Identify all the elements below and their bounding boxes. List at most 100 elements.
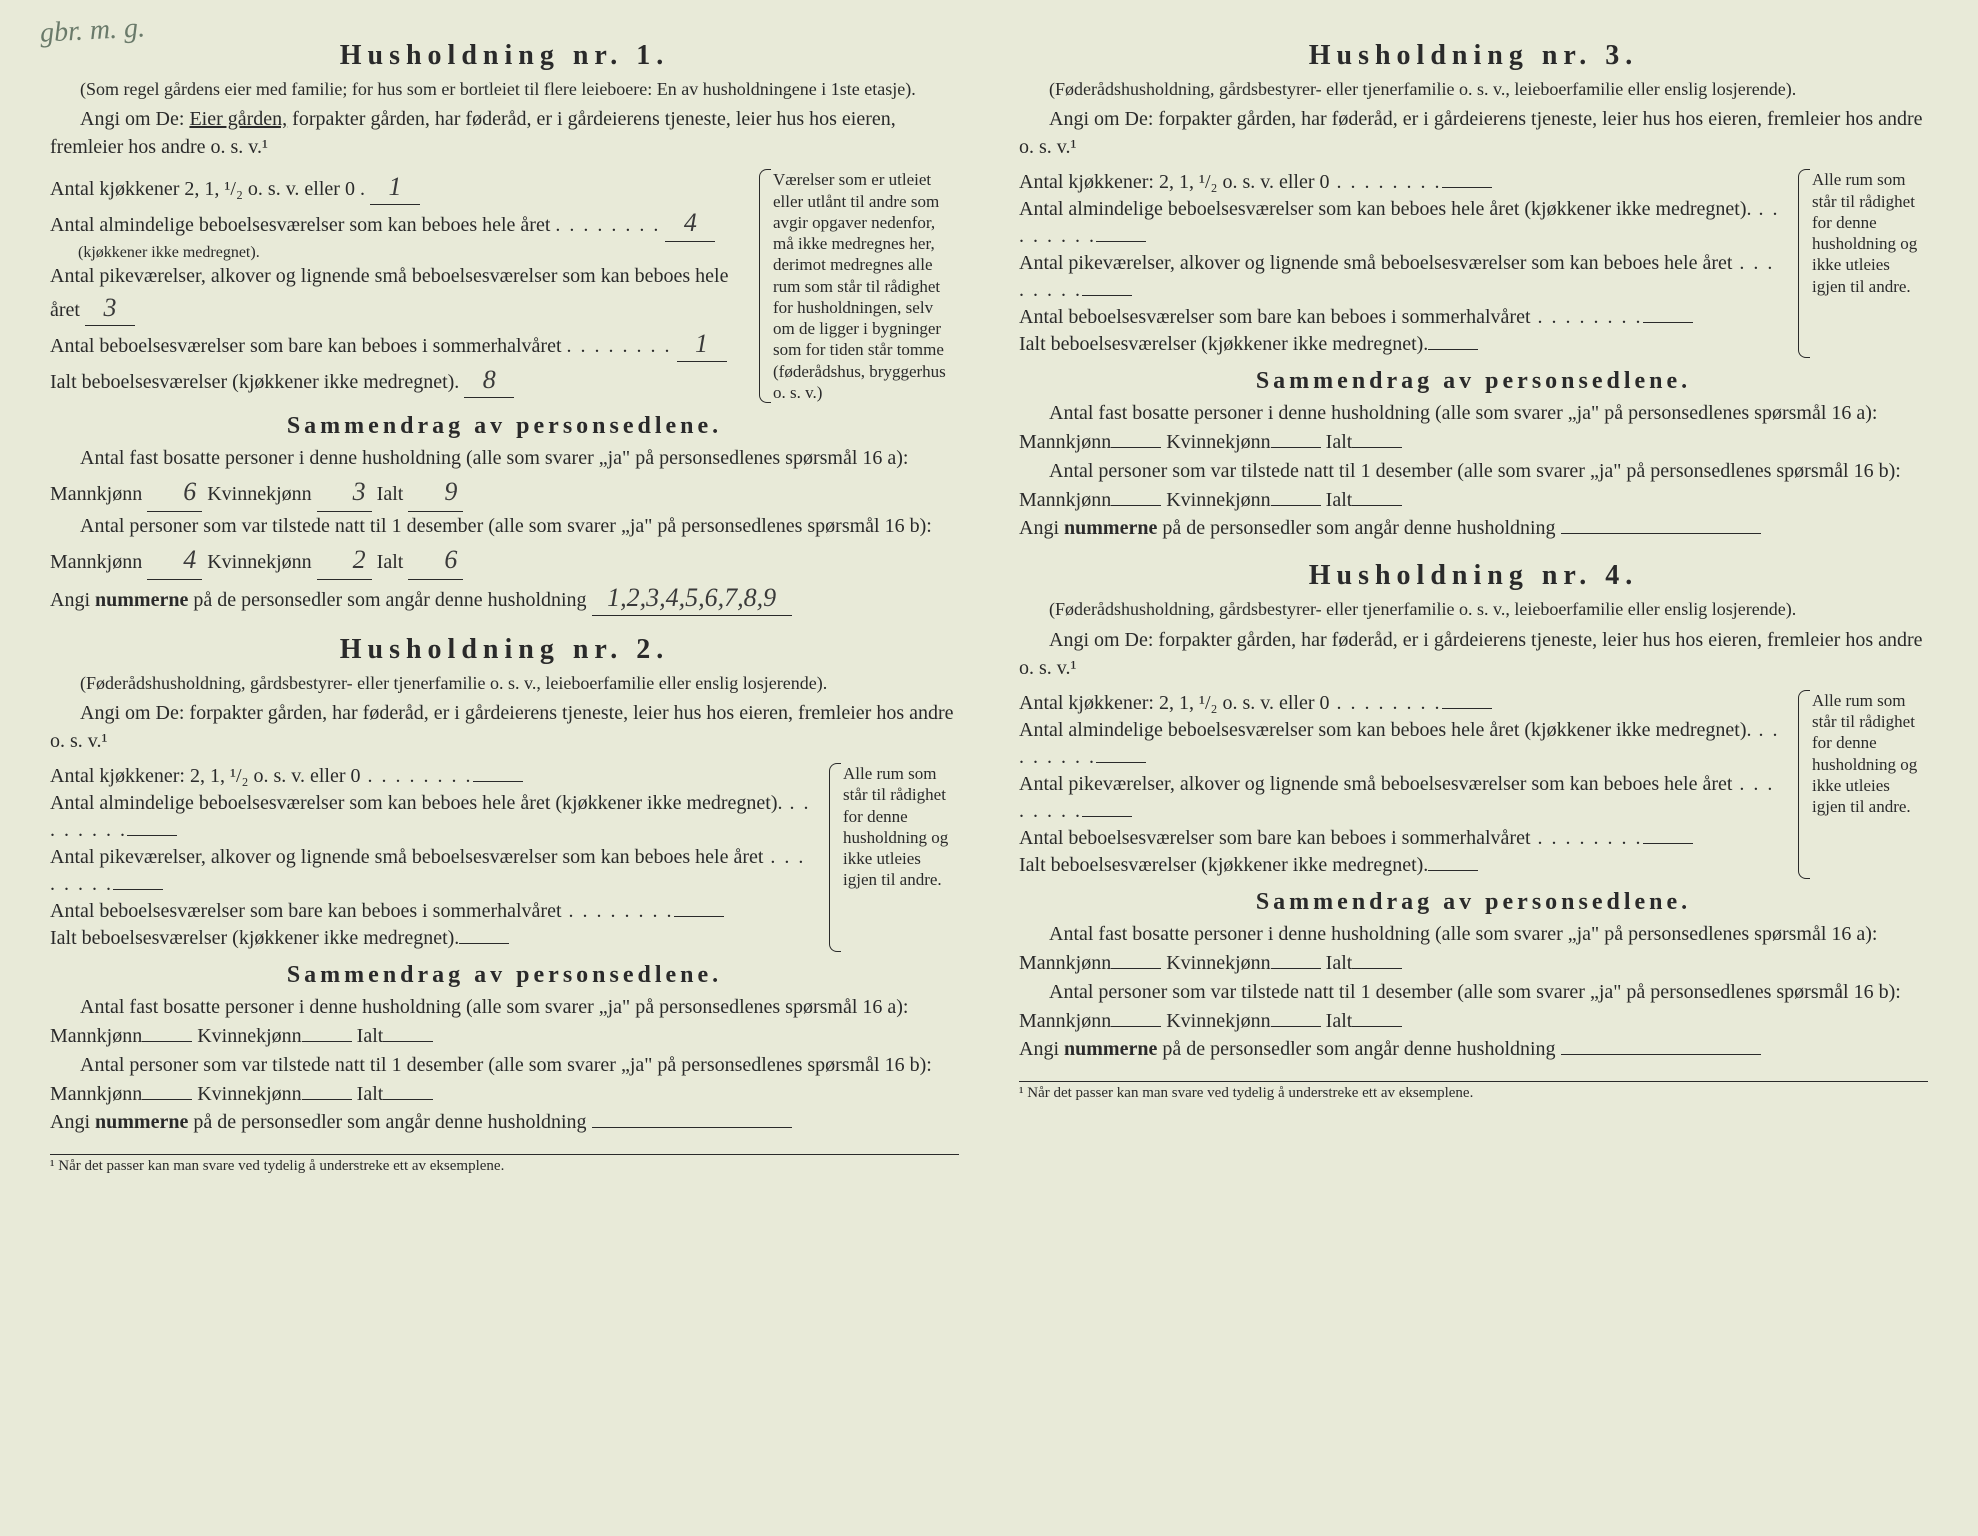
row-pike: Antal pikeværelser, alkover og lignende … (50, 844, 817, 898)
value (1442, 708, 1492, 709)
household-4: Husholdning nr. 4. (Føderådshusholdning,… (1019, 560, 1928, 1062)
sidenote-1: Værelser som er utleiet eller utlånt til… (759, 169, 959, 403)
row-sommer: Antal beboelsesværelser som bare kan beb… (1019, 825, 1786, 852)
sidenote-3: Alle rum som står til rådighet for denne… (1798, 169, 1928, 358)
footnote-right: ¹ Når det passer kan man svare ved tydel… (1019, 1081, 1928, 1102)
bold: nummerne (95, 1111, 188, 1133)
value (1082, 816, 1132, 817)
val: 1,2,3,4,5,6,7,8,9 (592, 580, 792, 616)
val-i (383, 1041, 433, 1042)
value (113, 889, 163, 890)
value: 8 (464, 362, 514, 398)
sidenote-text: Værelser som er utleiet eller utlånt til… (773, 170, 946, 402)
value: 1 (677, 326, 727, 362)
label: Antal pikeværelser, alkover og lignende … (1019, 252, 1732, 274)
summary-4c: Angi nummerne på de personsedler som ang… (1019, 1036, 1928, 1063)
row-pike: Antal pikeværelser, alkover og lignende … (1019, 250, 1786, 304)
val-m: 4 (147, 541, 202, 580)
val-m (1111, 447, 1161, 448)
pre: Angi (1019, 1038, 1064, 1060)
label: Antal beboelsesværelser som bare kan beb… (1019, 306, 1531, 328)
label: Antal beboelsesværelser som bare kan beb… (50, 335, 562, 357)
sidenote-text: Alle rum som står til rådighet for denne… (1812, 170, 1917, 295)
household-2-subtitle: (Føderådshusholdning, gårdsbestyrer- ell… (50, 672, 959, 695)
label-i: Ialt (377, 551, 404, 573)
household-3-prompt: Angi om De: forpakter gården, har føderå… (1019, 105, 1928, 161)
handwritten-annotation: gbr. m. g. (39, 12, 146, 49)
row-kjokken: Antal kjøkkener: 2, 1, ¹/₂ o. s. v. elle… (1019, 169, 1786, 196)
value: 4 (665, 205, 715, 241)
val-i (1352, 1026, 1402, 1027)
val-m (142, 1099, 192, 1100)
prompt-pre: Angi om De: (80, 108, 189, 130)
label: Antal kjøkkener: 2, 1, ¹/₂ o. s. v. elle… (50, 765, 361, 787)
sidenote-2: Alle rum som står til rådighet for denne… (829, 763, 959, 952)
value (1428, 349, 1478, 350)
summary-2b: Antal personer som var tilstede natt til… (50, 1051, 959, 1109)
household-3-subtitle: (Føderådshusholdning, gårdsbestyrer- ell… (1019, 78, 1928, 101)
post: på de personsedler som angår denne husho… (1157, 517, 1555, 539)
row-pike: Antal pikeværelser, alkover og lignende … (1019, 771, 1786, 825)
summary-2a: Antal fast bosatte personer i denne hush… (50, 993, 959, 1051)
val (1561, 1054, 1761, 1055)
label: Ialt beboelsesværelser (kjøkkener ikke m… (1019, 333, 1428, 355)
right-page: Husholdning nr. 3. (Føderådshusholdning,… (1019, 40, 1928, 1496)
pre: Angi (50, 1111, 95, 1133)
household-3-title: Husholdning nr. 3. (1019, 40, 1928, 72)
val-k (1271, 968, 1321, 969)
sidenote-text: Alle rum som står til rådighet for denne… (1812, 691, 1917, 816)
val-m (1111, 1026, 1161, 1027)
val (592, 1127, 792, 1128)
post: på de personsedler som angår denne husho… (1157, 1038, 1555, 1060)
val-m (142, 1041, 192, 1042)
val (1561, 533, 1761, 534)
value (1096, 762, 1146, 763)
summary-1c: Angi nummerne på de personsedler som ang… (50, 580, 959, 616)
summary-1a: Antal fast bosatte personer i denne hush… (50, 444, 959, 512)
prompt-owner: Eier gården, (189, 108, 287, 130)
text: Antal personer som var tilstede natt til… (1019, 981, 1901, 1032)
row-alm: Antal almindelige beboelsesværelser som … (1019, 196, 1786, 250)
summary-title-2: Sammendrag av personsedlene. (50, 962, 959, 989)
pre: Angi (1019, 517, 1064, 539)
summary-3c: Angi nummerne på de personsedler som ang… (1019, 515, 1928, 542)
value (1442, 187, 1492, 188)
row-kjokken: Antal kjøkkener 2, 1, ¹/₂ o. s. v. eller… (50, 169, 747, 205)
household-1-subtitle: (Som regel gårdens eier med familie; for… (50, 78, 959, 101)
val-m: 6 (147, 473, 202, 512)
row-ialt: Ialt beboelsesværelser (kjøkkener ikke m… (1019, 331, 1786, 358)
household-4-title: Husholdning nr. 4. (1019, 560, 1928, 592)
label: Antal pikeværelser, alkover og lignende … (1019, 773, 1732, 795)
val-k (302, 1099, 352, 1100)
sidenote-4: Alle rum som står til rådighet for denne… (1798, 690, 1928, 879)
label-k: Kvinnekjønn (197, 1025, 301, 1047)
bold: nummerne (95, 589, 188, 611)
left-page: gbr. m. g. Husholdning nr. 1. (Som regel… (50, 40, 959, 1496)
row-alm: Antal almindelige beboelsesværelser som … (50, 205, 747, 263)
value (1643, 843, 1693, 844)
row-sommer: Antal beboelsesværelser som bare kan beb… (1019, 304, 1786, 331)
val-i: 9 (408, 473, 463, 512)
pre: Angi (50, 589, 95, 611)
label: Antal beboelsesværelser som bare kan beb… (50, 900, 562, 922)
summary-title-3: Sammendrag av personsedlene. (1019, 368, 1928, 395)
label-k: Kvinnekjønn (1166, 489, 1270, 511)
summary-title-4: Sammendrag av personsedlene. (1019, 889, 1928, 916)
row-kjokken: Antal kjøkkener: 2, 1, ¹/₂ o. s. v. elle… (50, 763, 817, 790)
label-i: Ialt (357, 1083, 384, 1105)
value: 1 (370, 169, 420, 205)
label-i: Ialt (1326, 431, 1353, 453)
row-ialt: Ialt beboelsesværelser (kjøkkener ikke m… (50, 362, 747, 398)
label: Antal pikeværelser, alkover og lignende … (50, 265, 728, 321)
value (127, 835, 177, 836)
row-alm: Antal almindelige beboelsesværelser som … (50, 790, 817, 844)
value (1643, 322, 1693, 323)
household-1-prompt: Angi om De: Eier gården, forpakter gårde… (50, 105, 959, 161)
label: Ialt beboelsesværelser (kjøkkener ikke m… (50, 927, 459, 949)
text: Antal fast bosatte personer i denne hush… (50, 996, 909, 1047)
sidenote-text: Alle rum som står til rådighet for denne… (843, 764, 948, 889)
summary-title-1: Sammendrag av personsedlene. (50, 413, 959, 440)
label: Antal almindelige beboelsesværelser som … (50, 214, 550, 236)
label-k: Kvinnekjønn (207, 483, 311, 505)
val-m (1111, 505, 1161, 506)
